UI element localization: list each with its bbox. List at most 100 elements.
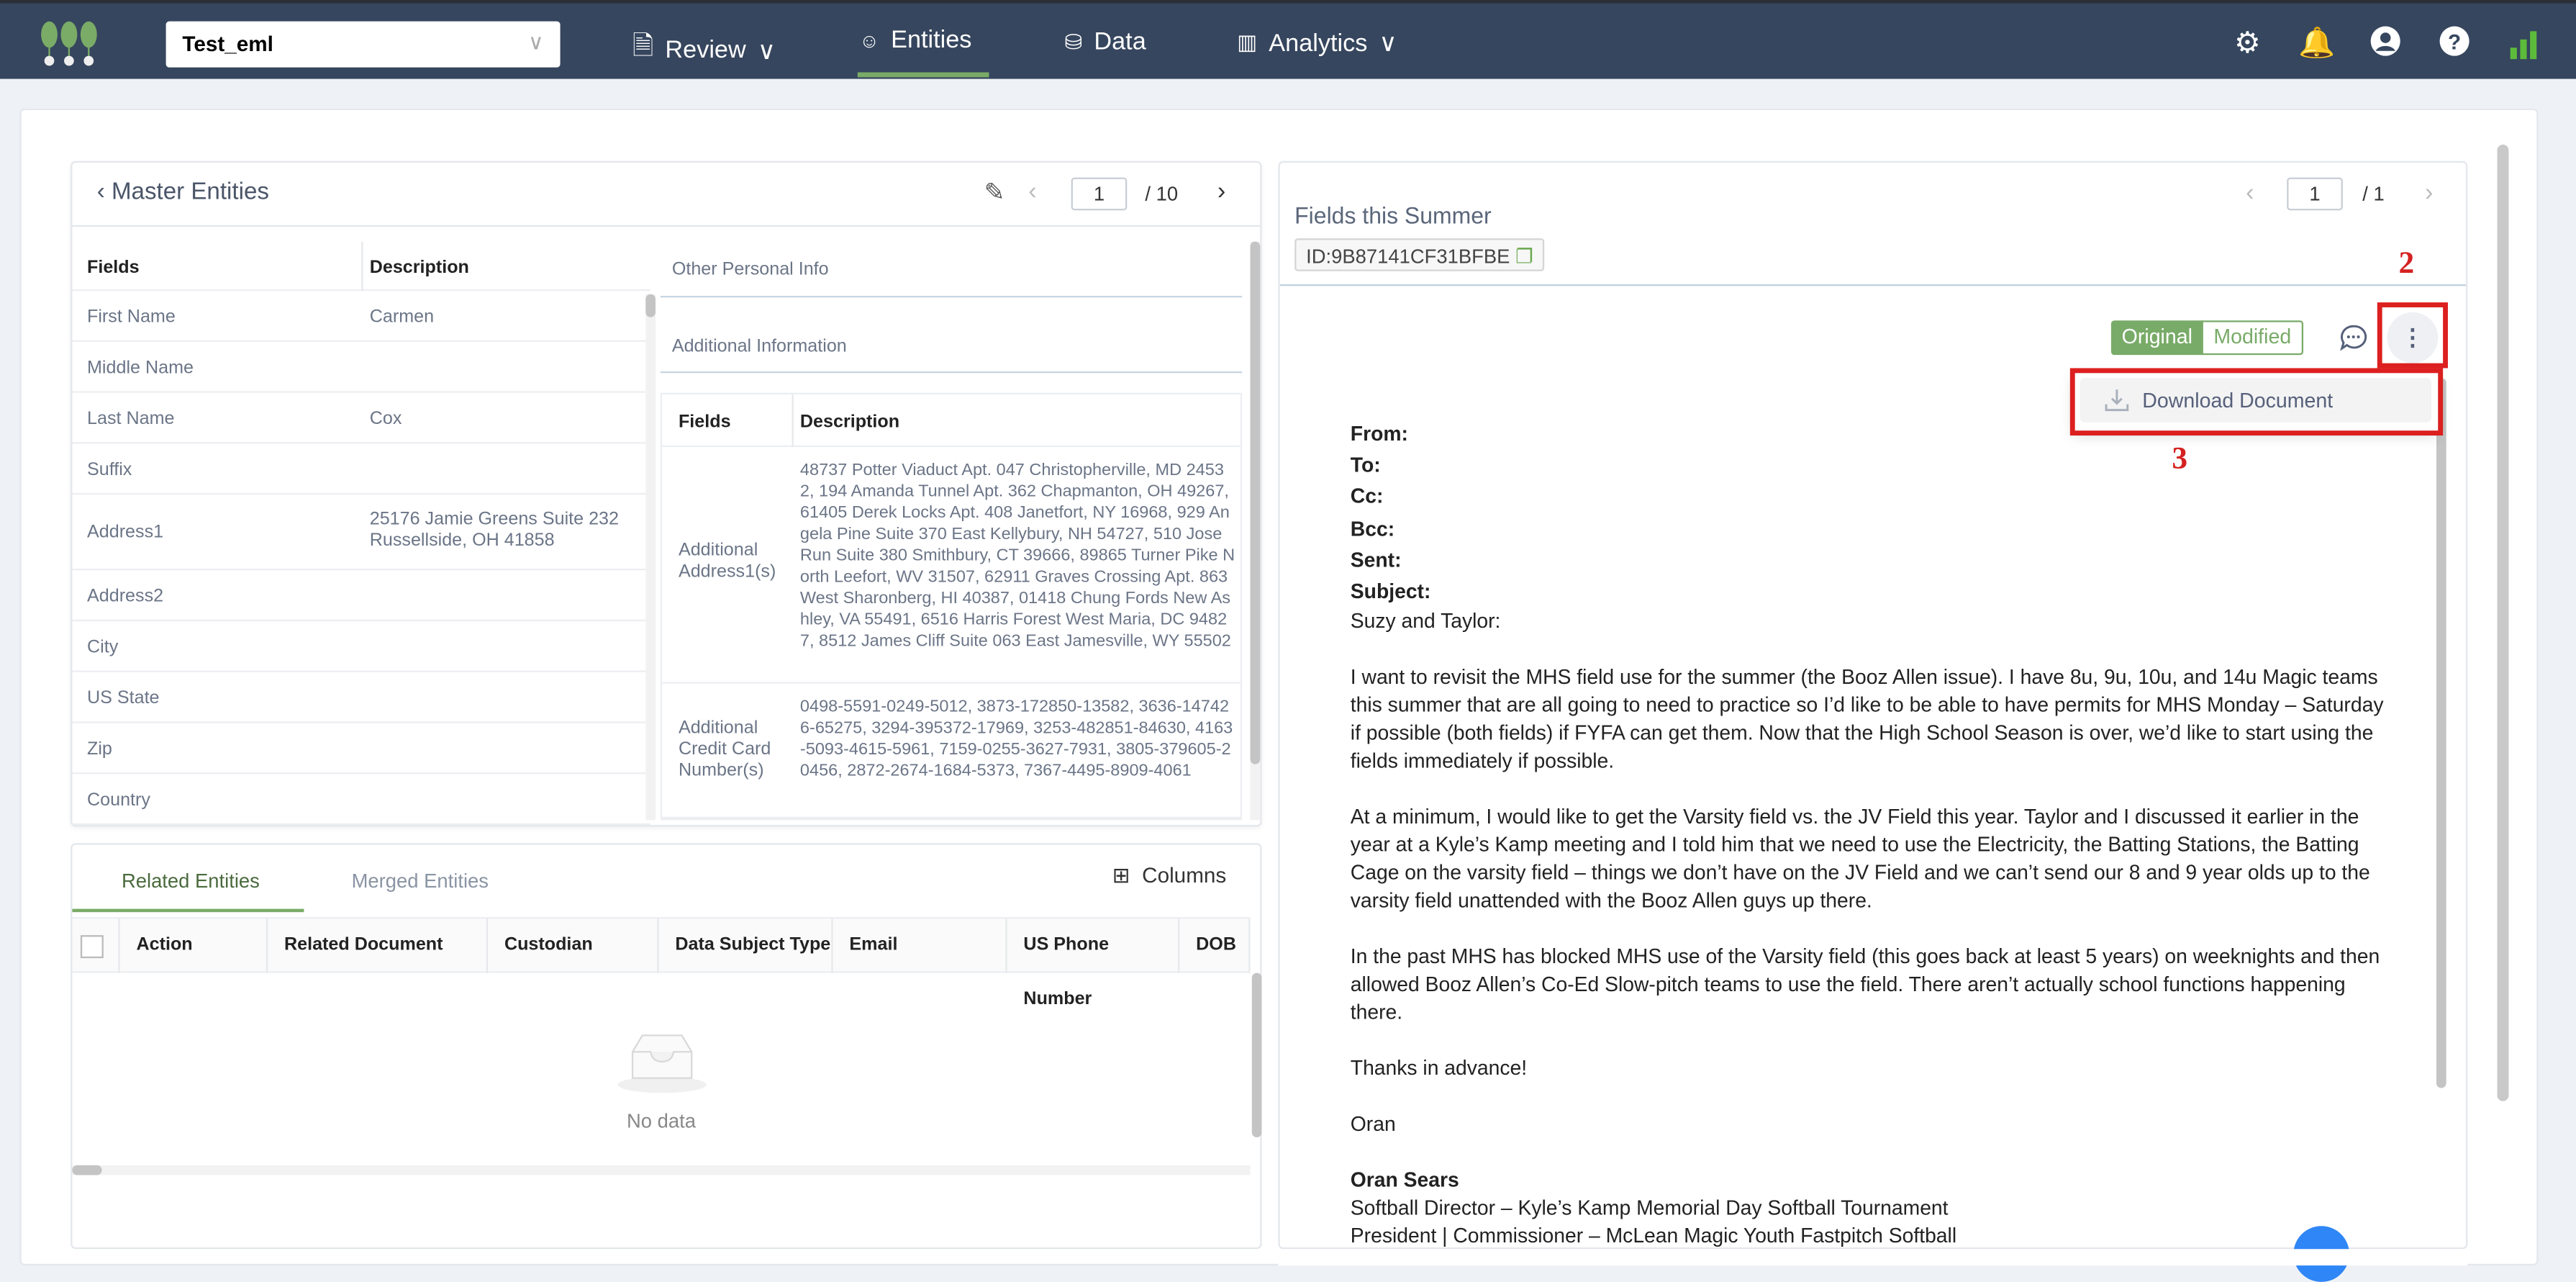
fields-scrollbar-track: [645, 294, 656, 821]
signal-icon: [2510, 31, 2537, 60]
annotation-box-kebab: [2377, 302, 2448, 369]
related-vertical-scrollbar[interactable]: [1251, 972, 1262, 1137]
document-title: Fields this Summer: [1294, 202, 1492, 229]
people-icon: ☺: [859, 28, 880, 52]
document-id-badge: ID:9B87141CF31BFBE ❐: [1294, 238, 1545, 271]
bell-icon[interactable]: 🔔: [2298, 26, 2336, 60]
columns-button[interactable]: ⊞ Columns: [1112, 863, 1227, 890]
select-all-checkbox[interactable]: [80, 935, 104, 959]
gear-icon[interactable]: ⚙: [2233, 26, 2261, 60]
email-headers: From: To: Cc: Bcc: Sent: Subject:: [1351, 419, 2385, 608]
row-field: Middle Name: [87, 357, 194, 377]
column-header[interactable]: Custodian: [488, 918, 659, 973]
row-value: Carmen: [369, 306, 435, 327]
empty-inbox-icon: [617, 1034, 707, 1093]
table-row: City: [72, 621, 651, 672]
horizontal-scrollbar[interactable]: [72, 1165, 102, 1175]
row-field: Suffix: [87, 459, 132, 479]
nav-entities[interactable]: ☺ Entities: [859, 27, 971, 55]
next-page-button[interactable]: ›: [2425, 179, 2434, 207]
nav-data[interactable]: ⛁ Data: [1065, 28, 1146, 56]
other-personal-info-heading[interactable]: Other Personal Info: [671, 259, 829, 280]
prev-page-button[interactable]: ‹: [1028, 177, 1037, 206]
tab-merged-entities[interactable]: Merged Entities: [351, 869, 489, 893]
tab-related-entities[interactable]: Related Entities: [121, 869, 260, 893]
row-field: First Name: [87, 306, 176, 327]
next-page-button[interactable]: ›: [1217, 177, 1226, 206]
horizontal-scrollbar-track: [72, 1165, 1251, 1175]
row-field: Address2: [87, 585, 164, 606]
signature-line: President | Commissioner – McLean Magic …: [1350, 1224, 1957, 1248]
prev-page-button[interactable]: ‹: [2246, 179, 2254, 207]
help-icon[interactable]: ?: [2436, 24, 2472, 60]
col-description: Description: [369, 258, 469, 278]
col-fields: Fields: [678, 412, 731, 433]
user-icon[interactable]: [2367, 24, 2403, 60]
page-input[interactable]: 1: [2287, 177, 2343, 211]
nav-review[interactable]: 🗎 Review ∨: [632, 28, 776, 73]
signature-line: Softball Director – Kyle’s Kamp Memorial…: [1350, 1196, 1949, 1220]
nav-analytics[interactable]: ▥ Analytics ∨: [1237, 28, 1397, 58]
grid-icon: ⊞: [1112, 862, 1130, 888]
table-row: Additional Credit Card Number(s) 0498-55…: [662, 684, 1241, 819]
column-header[interactable]: US Phone Number: [1007, 918, 1180, 1009]
database-icon: ⛁: [1064, 28, 1083, 54]
table-row: Middle Name: [72, 342, 651, 393]
email-paragraph: Oran: [1350, 1113, 1396, 1137]
download-document-item[interactable]: Download Document: [2080, 378, 2432, 423]
email-paragraph: Thanks in advance!: [1350, 1057, 1528, 1080]
project-select-value: Test_eml: [182, 31, 273, 56]
pencil-icon[interactable]: ✎: [984, 179, 1005, 207]
table-row: US State: [72, 672, 651, 723]
document-icon: 🗎: [632, 32, 654, 61]
email-header-label: From:: [1350, 422, 1408, 446]
logo-icon: [41, 21, 97, 66]
empty-text: No data: [627, 1109, 696, 1133]
row-value: 25176 Jamie Greens Suite 232 Russellside…: [369, 509, 619, 551]
more-options-button[interactable]: ⋮: [2387, 312, 2439, 364]
additional-information-heading[interactable]: Additional Information: [671, 337, 847, 357]
column-header[interactable]: Email: [833, 918, 1007, 973]
row-value: Cox: [369, 408, 402, 428]
additional-scrollbar[interactable]: [1250, 241, 1261, 764]
nav-data-label: Data: [1094, 27, 1146, 56]
nav-analytics-label: Analytics: [1269, 28, 1368, 57]
page-input[interactable]: 1: [1071, 177, 1128, 211]
page-total: / 1: [2362, 182, 2385, 206]
row-field: Address1: [87, 523, 164, 543]
row-field: Last Name: [87, 408, 175, 428]
project-select[interactable]: Test_eml ∨: [165, 21, 561, 68]
download-document-label: Download Document: [2142, 389, 2334, 413]
row-value: 48737 Potter Viaduct Apt. 047 Christophe…: [799, 461, 1235, 651]
column-header[interactable]: DOB: [1179, 918, 1251, 973]
row-field: Additional Address1(s): [678, 541, 776, 582]
column-header[interactable]: Data Subject Type: [659, 918, 833, 973]
row-field: City: [87, 636, 119, 657]
comment-icon[interactable]: [2339, 324, 2367, 352]
document-panel: ‹ 1 / 1 › Fields this Summer ID:9B87141C…: [1278, 161, 2468, 1250]
email-header-label: Bcc:: [1350, 517, 1395, 541]
copy-icon[interactable]: ❐: [1515, 245, 1533, 268]
chevron-down-icon: ∨: [1379, 30, 1397, 58]
master-title: Master Entities: [111, 179, 269, 206]
row-field: Zip: [87, 739, 112, 759]
column-header[interactable]: Action: [120, 918, 268, 973]
annotation-label-2: 2: [2398, 246, 2415, 281]
table-row: Country: [72, 774, 651, 826]
column-header[interactable]: Related Document: [268, 918, 489, 973]
document-scrollbar[interactable]: [2436, 378, 2446, 1088]
email-paragraph: In the past MHS has blocked MHS use of t…: [1350, 945, 2380, 1024]
page-scrollbar[interactable]: [2497, 144, 2509, 1101]
table-row: Suffix: [72, 443, 651, 495]
top-nav: Test_eml ∨ 🗎 Review ∨ ☺ Entities ⛁ Data ▥ Anal…: [0, 0, 2576, 79]
fields-scrollbar[interactable]: [645, 294, 656, 317]
related-table-header: Action Related Document Custodian Data Subj…: [72, 917, 1251, 1009]
svg-text:?: ?: [2448, 30, 2461, 54]
download-icon: [2105, 389, 2129, 412]
columns-label: Columns: [1142, 862, 1227, 888]
email-body: From: To: Cc: Bcc: Sent: Subject: Suzy and Ta…: [1351, 419, 2385, 1251]
back-button[interactable]: ‹ Master Entities: [97, 179, 269, 206]
original-toggle[interactable]: Original: [2110, 320, 2203, 356]
modified-toggle[interactable]: Modified: [2201, 320, 2304, 356]
